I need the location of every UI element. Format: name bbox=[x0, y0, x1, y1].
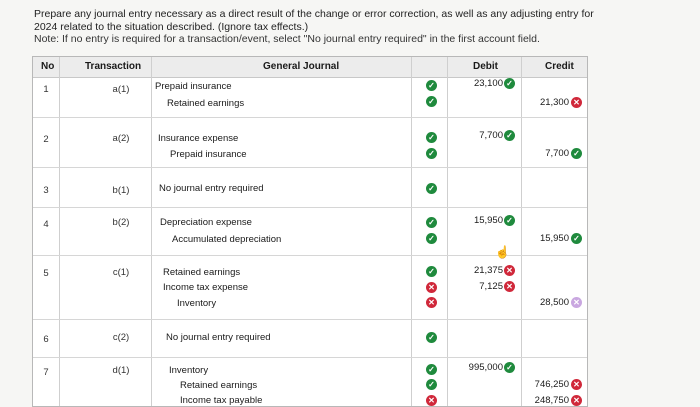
row-transaction: b(2) bbox=[112, 217, 130, 228]
account-field[interactable]: Insurance expense bbox=[158, 133, 239, 144]
header-no: No bbox=[41, 61, 55, 72]
debit-field[interactable]: 23,100 bbox=[473, 78, 503, 89]
row-transaction: a(2) bbox=[112, 133, 130, 144]
check-icon: ✓ bbox=[571, 233, 582, 244]
row-transaction: c(1) bbox=[112, 267, 130, 278]
check-icon: ✓ bbox=[504, 78, 515, 89]
account-field[interactable]: Income tax expense bbox=[163, 282, 249, 293]
row-transaction: c(2) bbox=[112, 332, 130, 343]
account-field[interactable]: No journal entry required bbox=[159, 183, 264, 194]
hand-cursor-icon: ☝ bbox=[495, 245, 510, 259]
account-field[interactable]: Prepaid insurance bbox=[170, 149, 247, 160]
account-field[interactable]: Income tax payable bbox=[180, 395, 263, 406]
x-icon: ✕ bbox=[426, 297, 437, 308]
row-transaction: b(1) bbox=[112, 185, 130, 196]
x-icon: ✕ bbox=[504, 265, 515, 276]
credit-field[interactable]: 21,300 bbox=[539, 97, 569, 108]
credit-field[interactable]: 248,750 bbox=[534, 395, 569, 406]
account-field[interactable]: Retained earnings bbox=[163, 267, 241, 278]
credit-field[interactable]: 7,700 bbox=[545, 148, 569, 159]
check-icon: ✓ bbox=[426, 183, 437, 194]
check-icon: ✓ bbox=[426, 379, 437, 390]
account-field[interactable]: Retained earnings bbox=[180, 380, 258, 391]
instructions-line2: 2024 related to the situation described.… bbox=[34, 20, 309, 33]
x-icon: ✕ bbox=[571, 297, 582, 308]
row-transaction: d(1) bbox=[112, 365, 130, 376]
check-icon: ✓ bbox=[504, 362, 515, 373]
header-debit: Debit bbox=[473, 61, 498, 72]
account-field[interactable]: Accumulated depreciation bbox=[172, 234, 282, 245]
x-icon: ✕ bbox=[426, 395, 437, 406]
row-no: 4 bbox=[43, 219, 49, 230]
account-field[interactable]: Prepaid insurance bbox=[155, 81, 232, 92]
check-icon: ✓ bbox=[426, 132, 437, 143]
debit-field[interactable]: 7,700 bbox=[479, 130, 503, 141]
x-icon: ✕ bbox=[426, 282, 437, 293]
check-icon: ✓ bbox=[426, 148, 437, 159]
account-field[interactable]: Inventory bbox=[177, 298, 217, 309]
row-no: 6 bbox=[43, 334, 49, 345]
header-transaction: Transaction bbox=[85, 61, 142, 72]
instructions-line1: Prepare any journal entry necessary as a… bbox=[34, 8, 594, 20]
row-no: 3 bbox=[43, 185, 49, 196]
credit-field[interactable]: 746,250 bbox=[534, 379, 569, 390]
account-field[interactable]: No journal entry required bbox=[166, 332, 271, 343]
account-field[interactable]: Retained earnings bbox=[167, 98, 245, 109]
x-icon: ✕ bbox=[571, 395, 582, 406]
debit-field[interactable]: 7,125 bbox=[479, 281, 503, 292]
x-icon: ✕ bbox=[571, 97, 582, 108]
account-field[interactable]: Depreciation expense bbox=[160, 217, 252, 228]
account-field[interactable]: Inventory bbox=[169, 365, 209, 376]
journal-table: No Transaction General Journal Debit Cre… bbox=[32, 56, 588, 407]
check-icon: ✓ bbox=[426, 80, 437, 91]
table-header: No Transaction General Journal Debit Cre… bbox=[33, 57, 587, 78]
debit-field[interactable]: 21,375 bbox=[473, 265, 503, 276]
header-credit: Credit bbox=[545, 61, 574, 72]
check-icon: ✓ bbox=[571, 148, 582, 159]
check-icon: ✓ bbox=[426, 96, 437, 107]
row-no: 5 bbox=[43, 268, 49, 279]
x-icon: ✕ bbox=[504, 281, 515, 292]
instructions: Prepare any journal entry necessary as a… bbox=[34, 8, 674, 46]
row-no: 1 bbox=[43, 84, 49, 95]
check-icon: ✓ bbox=[426, 364, 437, 375]
debit-field[interactable]: 15,950 bbox=[473, 215, 503, 226]
credit-field[interactable]: 15,950 bbox=[539, 233, 569, 244]
debit-field[interactable]: 995,000 bbox=[468, 362, 503, 373]
row-no: 7 bbox=[43, 367, 49, 378]
instructions-note: Note: If no entry is required for a tran… bbox=[34, 33, 540, 45]
check-icon: ✓ bbox=[504, 130, 515, 141]
header-general-journal: General Journal bbox=[263, 61, 340, 72]
check-icon: ✓ bbox=[426, 266, 437, 277]
row-no: 2 bbox=[43, 134, 49, 145]
check-icon: ✓ bbox=[426, 217, 437, 228]
credit-field[interactable]: 28,500 bbox=[539, 297, 569, 308]
row-transaction: a(1) bbox=[112, 84, 130, 95]
check-icon: ✓ bbox=[504, 215, 515, 226]
x-icon: ✕ bbox=[571, 379, 582, 390]
check-icon: ✓ bbox=[426, 233, 437, 244]
check-icon: ✓ bbox=[426, 332, 437, 343]
